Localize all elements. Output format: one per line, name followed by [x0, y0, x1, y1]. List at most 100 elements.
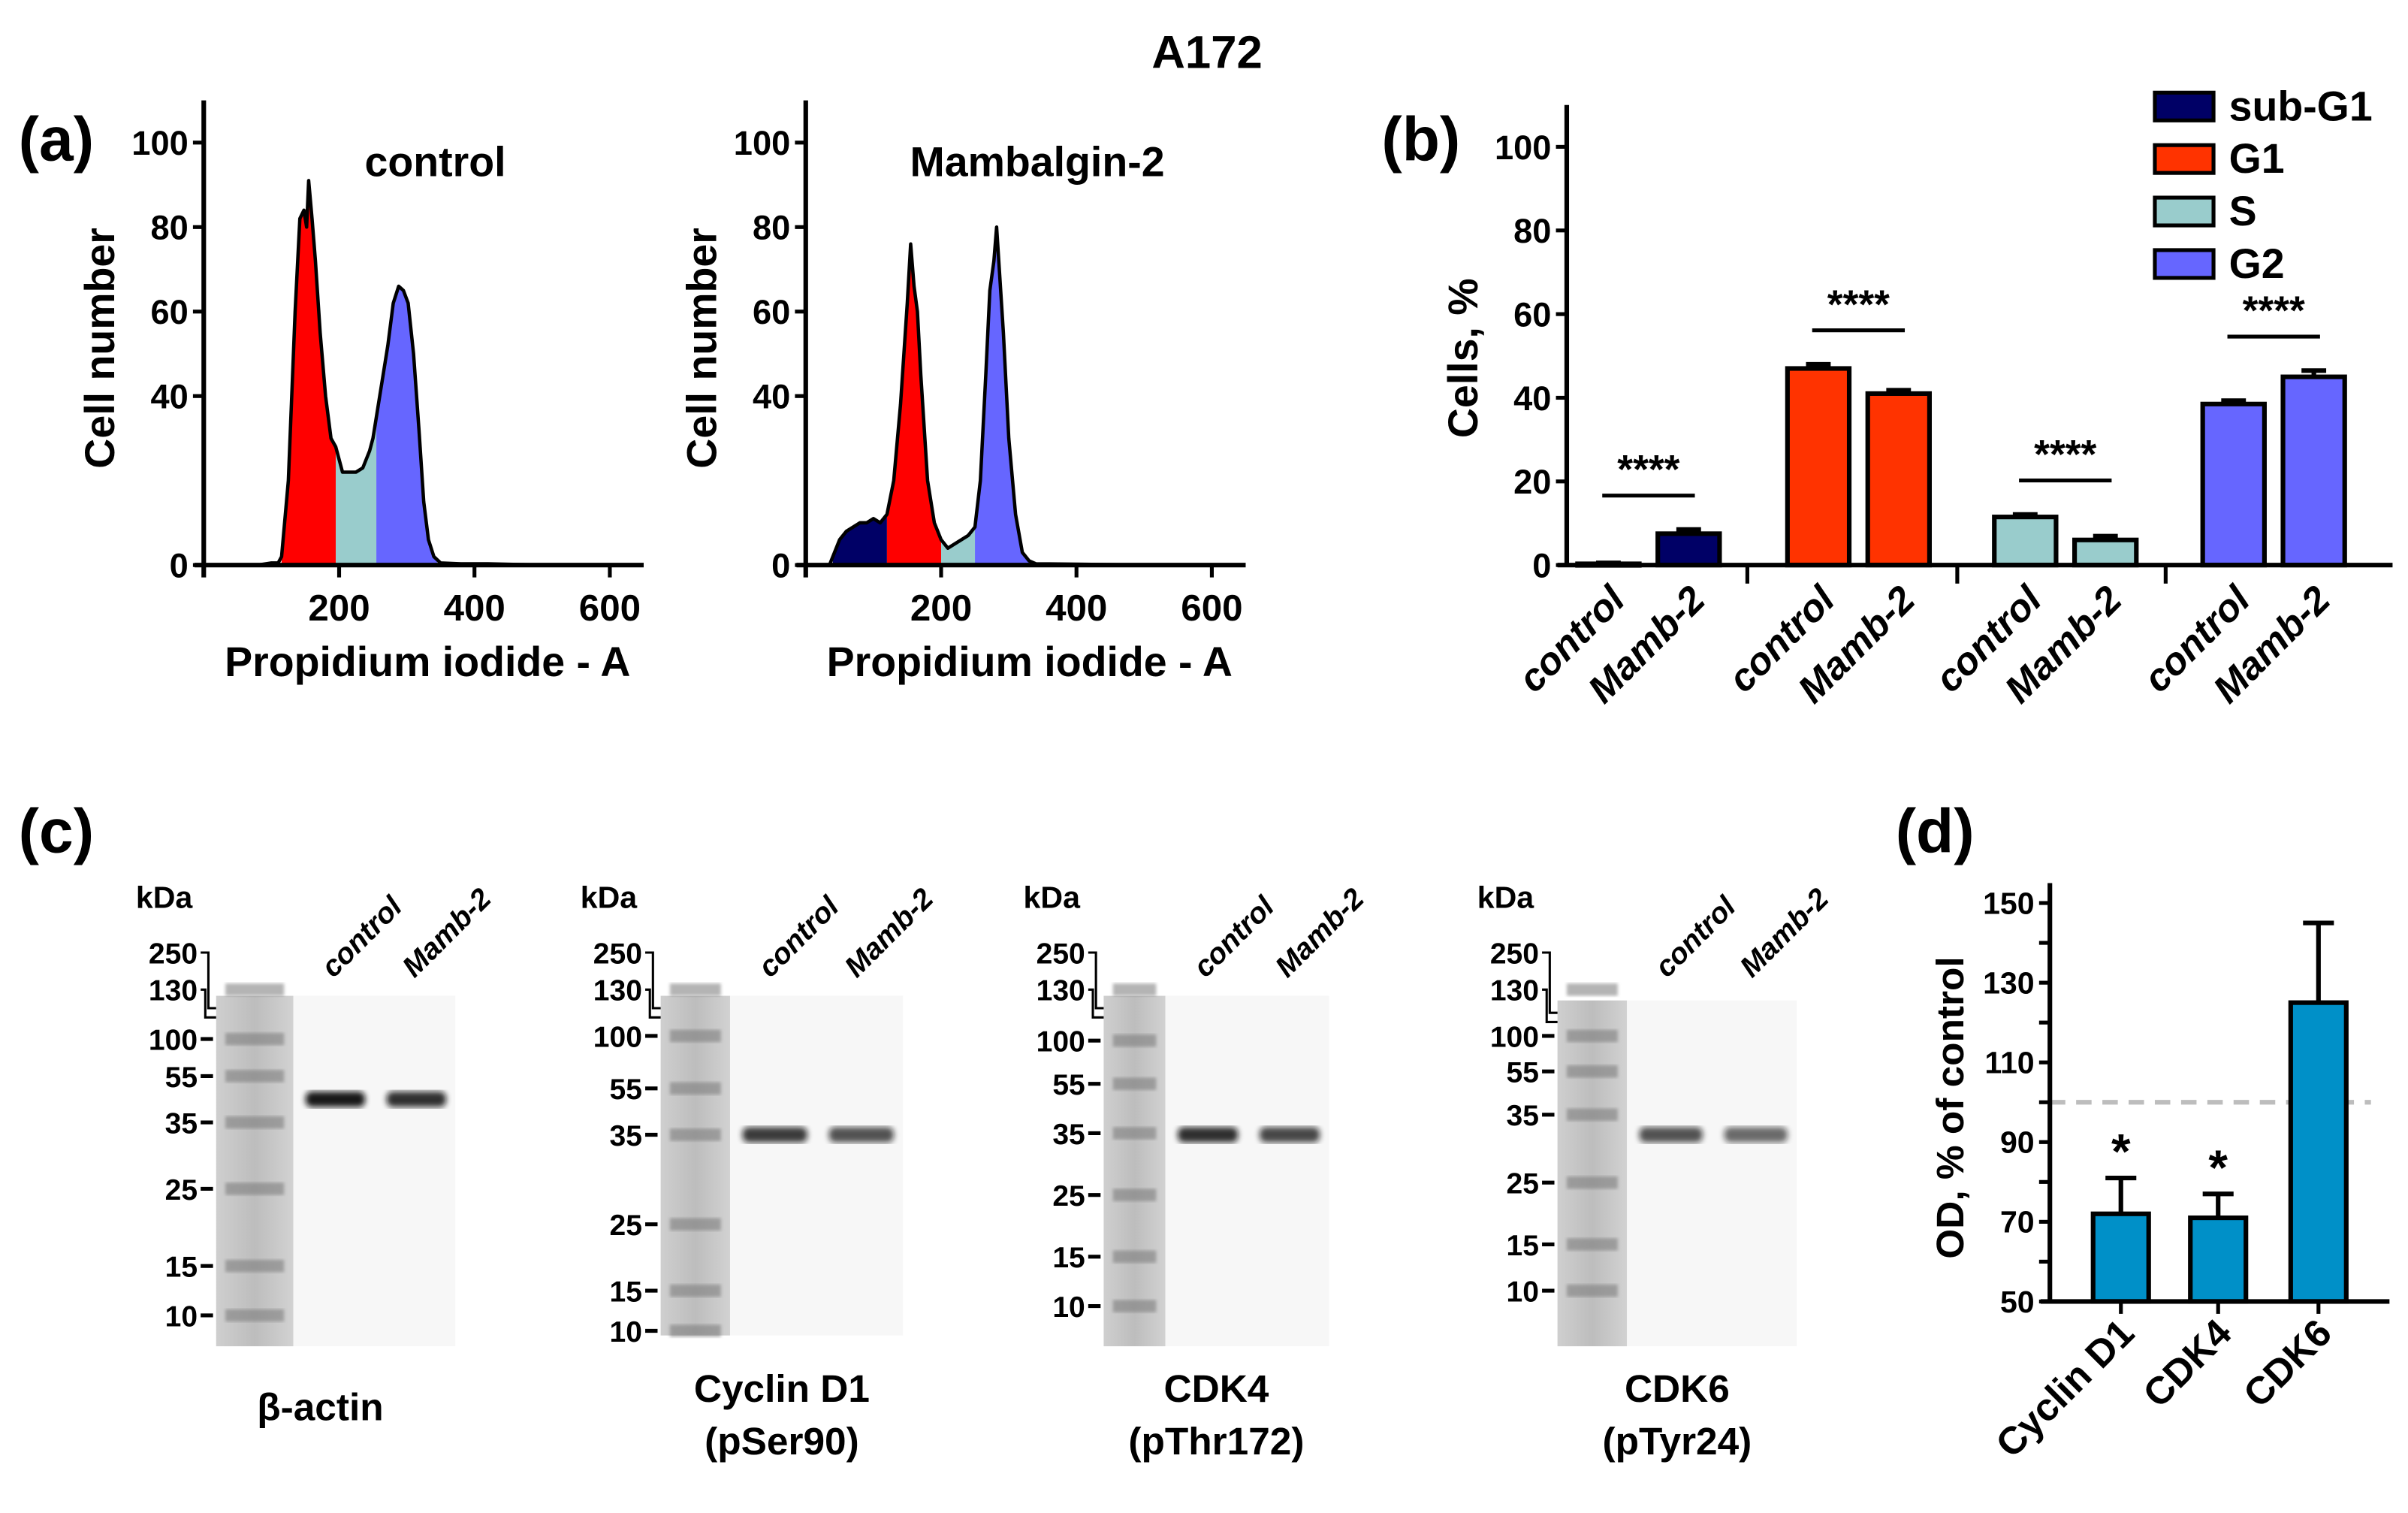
lane-label: Mamb-2 — [1269, 882, 1371, 983]
lane-label: Mamb-2 — [397, 882, 498, 983]
sample-area — [1627, 1000, 1797, 1347]
kda-marker-label: 55 — [165, 1062, 198, 1094]
legend-label: G2 — [2229, 240, 2285, 287]
kda-header: kDa — [1477, 880, 1535, 914]
y-axis-label: Cell number — [77, 228, 123, 469]
bar-sub-g1-mamb-2 — [1655, 531, 1722, 568]
protein-band — [386, 1091, 446, 1107]
sample-area — [730, 995, 904, 1336]
lane-label: Mamb-2 — [1734, 882, 1836, 983]
legend-label: G1 — [2229, 135, 2285, 182]
ladder-band — [669, 1029, 721, 1043]
y-tick-label: 40 — [753, 378, 790, 416]
histogram-control: 0 40 60 80 100 200 400 600 control Propidium iodi… — [77, 100, 644, 685]
phospho-site-label: (pTyr24) — [1602, 1419, 1752, 1463]
gate-fill-g1 — [281, 180, 336, 566]
kda-header: kDa — [581, 880, 638, 914]
kda-marker-label: 55 — [1507, 1057, 1539, 1089]
y-tick-label: 60 — [150, 293, 188, 331]
kda-marker-label: 130 — [593, 975, 642, 1007]
y-tick-label: 20 — [1513, 463, 1551, 501]
y-axis-label: Cell number — [679, 228, 726, 469]
x-tick-label: 400 — [1046, 587, 1107, 629]
legend-label: S — [2229, 188, 2257, 234]
kda-marker-label: 55 — [1052, 1069, 1085, 1101]
y-tick-label: 80 — [150, 209, 188, 247]
kda-header: kDa — [136, 880, 194, 914]
ladder-band — [1112, 1300, 1157, 1312]
kda-header: kDa — [1024, 880, 1082, 914]
y-axis-label: OD, % of control — [1928, 956, 1972, 1258]
y-tick-label: 0 — [170, 547, 189, 585]
histogram-mambalgin-2: 0 40 60 80 100 200 400 600 Mambalgin-2 Propidium … — [679, 100, 1246, 685]
kda-marker-label: 250 — [593, 938, 642, 970]
gate-fill-g2 — [975, 227, 1030, 566]
ladder-band — [669, 1284, 721, 1297]
y-tick-label: 80 — [1513, 212, 1551, 250]
ladder-band — [1112, 1034, 1157, 1047]
kda-bracket — [1542, 951, 1558, 1014]
kda-marker-label: 10 — [1507, 1276, 1539, 1308]
x-tick-label: 600 — [1181, 587, 1242, 629]
kda-marker-label: 15 — [165, 1252, 198, 1284]
protein-label: β-actin — [257, 1385, 383, 1429]
kda-marker-label: 130 — [1037, 975, 1085, 1007]
ladder-band — [1112, 1250, 1157, 1264]
lane-label: control — [1187, 890, 1281, 984]
ladder-band — [1566, 1238, 1618, 1251]
ladder-band — [669, 1324, 721, 1337]
kda-marker-label: 35 — [610, 1120, 642, 1152]
ladder-band — [1112, 1188, 1157, 1201]
y-tick-label: 50 — [2000, 1285, 2035, 1319]
ladder-band — [1566, 1284, 1618, 1297]
ladder-band — [1566, 983, 1618, 996]
y-axis-label: Cells, % — [1440, 278, 1486, 438]
y-tick-label: 100 — [1495, 128, 1551, 167]
protein-band — [1639, 1127, 1703, 1143]
ladder-band — [225, 1116, 285, 1129]
kda-bracket — [645, 951, 661, 1010]
gate-fill-subg1 — [832, 514, 887, 566]
phospho-site-label: (pThr172) — [1128, 1419, 1304, 1463]
sample-area — [1165, 995, 1329, 1347]
protein-band — [305, 1091, 366, 1107]
ladder-band — [1566, 1176, 1618, 1189]
histogram-title: Mambalgin-2 — [910, 138, 1165, 185]
ladder-band — [1112, 1127, 1157, 1140]
ladder-band — [225, 983, 285, 996]
lane-label: control — [752, 890, 846, 984]
y-tick-label: 60 — [1513, 296, 1551, 334]
lane-label: Mamb-2 — [839, 882, 940, 983]
kda-marker-label: 250 — [1490, 938, 1539, 970]
gate-fill-s — [335, 417, 377, 566]
ladder-band — [1566, 1029, 1618, 1043]
kda-bracket — [201, 951, 216, 1010]
panel-label-a: (a) — [19, 106, 94, 174]
histogram-line — [805, 225, 1212, 567]
y-tick-label: 100 — [734, 124, 790, 162]
y-tick-label: 60 — [753, 293, 790, 331]
significance-stars: **** — [2034, 433, 2096, 477]
kda-marker-label: 35 — [1052, 1119, 1085, 1151]
bar-g2-mamb-2 — [2280, 374, 2347, 568]
kda-marker-label: 10 — [610, 1316, 642, 1348]
bar-g1-control — [1785, 366, 1852, 568]
kda-marker-label: 250 — [149, 938, 198, 970]
ladder-band — [225, 1182, 285, 1195]
ladder-band — [1112, 1077, 1157, 1090]
ladder-band — [1112, 983, 1157, 996]
ladder-lane — [1103, 995, 1166, 1347]
kda-marker-label: 130 — [1490, 975, 1539, 1007]
protein-label: CDK4 — [1164, 1367, 1269, 1410]
kda-marker-label: 25 — [1507, 1168, 1539, 1200]
protein-band — [1259, 1127, 1320, 1143]
y-tick-label: 80 — [753, 209, 790, 247]
protein-band — [1724, 1127, 1788, 1143]
y-tick-label: 110 — [1984, 1046, 2034, 1080]
